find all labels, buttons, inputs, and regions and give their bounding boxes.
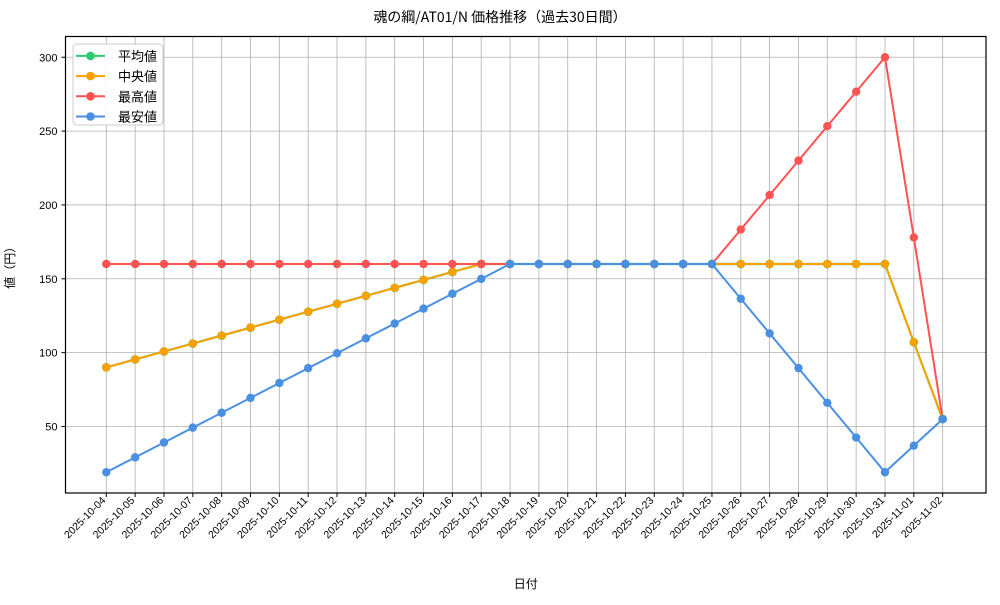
svg-text:300: 300	[39, 52, 57, 64]
svg-text:中央値: 中央値	[118, 66, 157, 85]
svg-text:50: 50	[45, 421, 57, 433]
svg-text:平均値: 平均値	[118, 46, 157, 65]
svg-text:200: 200	[39, 200, 57, 212]
svg-text:150: 150	[39, 274, 57, 286]
svg-text:日付: 日付	[514, 575, 538, 592]
svg-text:100: 100	[39, 348, 57, 360]
svg-text:最安値: 最安値	[118, 107, 157, 126]
svg-text:250: 250	[39, 126, 57, 138]
svg-text:値（円）: 値（円）	[1, 241, 18, 289]
svg-text:魂の綱/AT01/N 価格推移（過去30日間）: 魂の綱/AT01/N 価格推移（過去30日間）	[373, 7, 626, 27]
svg-text:最高値: 最高値	[118, 86, 157, 105]
